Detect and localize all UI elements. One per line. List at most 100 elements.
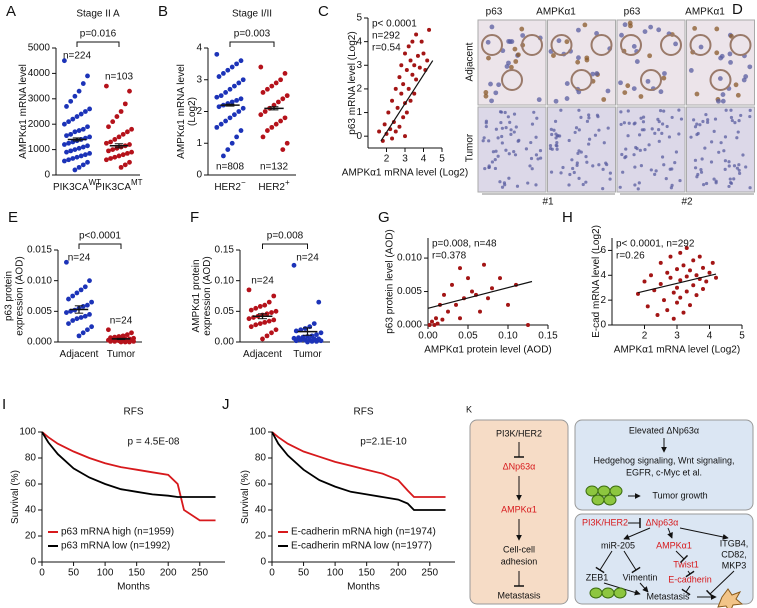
dot — [64, 259, 69, 265]
nucleus — [577, 128, 581, 132]
nucleus — [704, 181, 709, 186]
dot — [74, 290, 80, 296]
dot — [240, 105, 246, 111]
dot — [108, 156, 113, 161]
nucleus — [596, 115, 600, 119]
x-tick-label: 50 — [68, 568, 80, 579]
point — [446, 309, 450, 314]
dot — [70, 116, 76, 122]
nucleus — [699, 168, 703, 172]
tissue-image — [547, 106, 616, 193]
nucleus — [618, 185, 622, 189]
x-tick-label: 5 — [439, 154, 445, 165]
nucleus — [584, 180, 588, 184]
nucleus — [483, 93, 489, 99]
nucleus — [658, 109, 663, 113]
dot — [253, 322, 259, 328]
y-tick-label: 5 — [356, 13, 362, 24]
dot — [82, 313, 88, 319]
category-name: PIK3CA — [53, 182, 89, 193]
category-name: Tumor — [293, 349, 322, 360]
panel-label: F — [190, 209, 199, 226]
point — [425, 58, 430, 63]
left-box — [469, 419, 569, 605]
column-label: p63 — [624, 7, 641, 18]
point — [414, 32, 419, 37]
y-axis-label: E-cad mRNA level (Log2) — [591, 225, 602, 338]
gland — [481, 34, 503, 56]
dot — [280, 147, 286, 153]
panel-label: H — [562, 209, 573, 226]
dot — [74, 316, 80, 322]
nucleus — [553, 98, 559, 104]
gland — [521, 34, 543, 56]
dot — [318, 330, 324, 336]
nucleus — [670, 167, 674, 171]
case-label: #1 — [542, 197, 554, 208]
point — [435, 321, 440, 326]
nucleus — [696, 131, 700, 136]
nucleus — [657, 119, 661, 124]
nucleus — [513, 59, 519, 64]
fit-line — [380, 60, 434, 142]
dot — [266, 299, 272, 305]
dot — [309, 338, 315, 344]
stat-label: p=0.008, n=48 — [432, 239, 497, 250]
nucleus — [490, 160, 495, 164]
y-tick-label: 0.005 — [27, 306, 52, 317]
y-tick-label: 20 — [255, 531, 267, 542]
y-axis-label: Survival (%) — [240, 470, 251, 524]
point — [410, 72, 415, 77]
node: Vimentin — [623, 572, 658, 582]
y-tick-label: 80 — [25, 453, 37, 464]
dot — [314, 338, 319, 344]
point — [470, 289, 474, 294]
point — [412, 63, 417, 68]
dot — [232, 83, 237, 89]
nucleus — [597, 128, 601, 132]
nucleus — [729, 115, 734, 120]
chart-title: Stage I/II — [232, 9, 272, 20]
nucleus — [622, 22, 628, 28]
dot — [114, 114, 120, 119]
point — [642, 279, 647, 284]
dot — [227, 86, 233, 92]
dot — [62, 142, 67, 147]
y-axis-label: expression (AOD) — [15, 256, 26, 335]
point — [675, 300, 679, 305]
nucleus — [724, 108, 728, 112]
category-name: Adjacent — [60, 349, 99, 360]
dot — [223, 118, 229, 124]
dot — [225, 147, 231, 153]
nucleus — [714, 26, 720, 32]
nucleus — [712, 177, 716, 181]
column-label: AMPKα1 — [536, 7, 576, 18]
point — [412, 91, 417, 96]
nucleus — [534, 153, 539, 157]
nucleus — [727, 164, 731, 168]
y-tick-label: 0.010 — [27, 275, 52, 286]
point — [406, 86, 411, 91]
nucleus — [538, 149, 543, 153]
nucleus — [579, 115, 583, 119]
nucleus — [639, 163, 644, 168]
dot — [112, 338, 118, 344]
column-label: p63 — [486, 7, 503, 18]
x-tick-label: 0 — [39, 568, 45, 579]
y-tick-label: 0 — [30, 557, 36, 568]
dot — [305, 339, 310, 345]
dot — [87, 278, 92, 284]
nucleus — [548, 143, 553, 148]
n-label: n=24 — [110, 315, 133, 326]
point — [688, 303, 692, 308]
stat-label: r=0.378 — [432, 251, 467, 262]
y-tick-label: 40 — [255, 505, 267, 516]
nucleus — [587, 113, 591, 117]
point — [417, 65, 422, 70]
point — [403, 51, 407, 56]
nucleus — [570, 158, 574, 162]
nucleus — [693, 166, 698, 170]
gland — [620, 34, 642, 56]
nucleus — [593, 133, 598, 137]
nucleus — [664, 177, 668, 181]
